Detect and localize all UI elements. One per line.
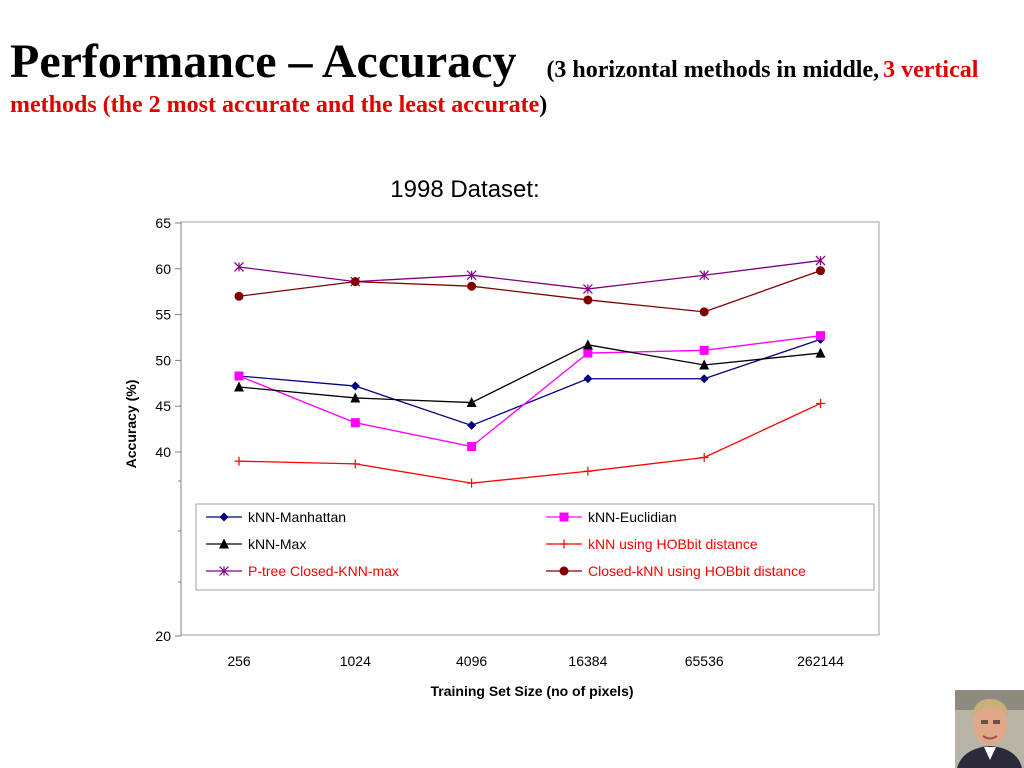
data-point: [234, 262, 244, 272]
data-point: [815, 255, 826, 266]
legend-item: kNN-Max: [206, 536, 306, 552]
legend-swatch-marker: [559, 566, 569, 576]
series-line: [238, 338, 821, 427]
portrait-photo-icon: [955, 690, 1024, 768]
x-tick-label: 65536: [685, 653, 724, 669]
data-point: [699, 345, 709, 355]
series-3: [234, 398, 825, 488]
slide-subtitle-part2: ): [539, 92, 548, 118]
axes: 20 40 45 50 55 60 65 256 1024 4096 16384 65536 26214…: [155, 215, 844, 669]
data-point: [699, 307, 709, 317]
y-tick-label: 45: [155, 398, 171, 414]
data-point: [699, 359, 710, 370]
series-lines: [234, 255, 826, 488]
legend-item: kNN using HOBbit distance: [546, 536, 758, 552]
legend-swatch-marker: [219, 538, 229, 549]
data-point: [234, 456, 244, 466]
data-point: [815, 347, 826, 358]
data-point: [816, 398, 825, 408]
x-axis-label: Training Set Size (no of pixels): [430, 683, 633, 699]
data-point: [350, 418, 360, 428]
series-line: [238, 402, 821, 484]
series-line: [238, 344, 821, 404]
data-point: [699, 270, 710, 281]
legend: kNN-Manhattan kNN-Euclidian kNN-Max kNN us…: [195, 503, 875, 591]
series-line: [238, 270, 821, 313]
slide-subtitle-red: 3 vertical methods (the 2 most accurate …: [10, 57, 979, 118]
data-point: [234, 371, 244, 381]
data-point: [467, 420, 477, 430]
data-point: [582, 284, 593, 294]
data-point: [816, 331, 825, 341]
legend-label: P-tree Closed-KNN-max: [248, 563, 399, 579]
data-point: [583, 348, 593, 358]
legend-item: kNN-Manhattan: [206, 509, 346, 525]
x-tick-label: 262144: [797, 653, 844, 669]
data-point: [583, 295, 593, 305]
legend-label: kNN using HOBbit distance: [588, 536, 758, 552]
data-point: [234, 381, 244, 392]
chart-title: 1998 Dataset:: [390, 176, 540, 203]
legend-swatch-marker: [559, 512, 569, 522]
series-0: [234, 334, 825, 430]
x-tick-label: 16384: [568, 653, 607, 669]
y-axis-label: Accuracy (%): [123, 380, 139, 469]
slide-title-main: Performance – Accuracy: [10, 35, 517, 88]
data-point: [583, 374, 593, 384]
series-line: [238, 335, 821, 448]
data-point: [467, 442, 477, 452]
legend-label: Closed-kNN using HOBbit distance: [588, 563, 806, 579]
legend-label: kNN-Max: [248, 536, 306, 552]
x-tick-label: 256: [227, 653, 251, 669]
legend-label: kNN-Manhattan: [248, 509, 346, 525]
data-point: [583, 466, 593, 476]
legend-item: Closed-kNN using HOBbit distance: [546, 563, 806, 579]
legend-label: kNN-Euclidian: [588, 509, 677, 525]
legend-box: [195, 503, 875, 591]
series-5: [234, 266, 825, 317]
legend-item: kNN-Euclidian: [546, 509, 677, 525]
portrait-photo: [955, 690, 1024, 768]
data-point: [467, 281, 477, 291]
data-point: [350, 392, 361, 403]
x-tick-label: 4096: [456, 653, 487, 669]
data-point: [466, 270, 477, 281]
data-point: [234, 291, 244, 301]
legend-item: P-tree Closed-KNN-max: [206, 563, 399, 579]
y-tick-label: 65: [155, 215, 171, 231]
data-point: [582, 339, 593, 350]
y-tick-label: 20: [155, 628, 171, 644]
data-point: [699, 452, 709, 462]
slide-subtitle-part1: (3 horizontal methods in middle,: [546, 57, 880, 83]
data-point: [350, 277, 360, 287]
data-point: [467, 478, 477, 488]
data-point: [466, 397, 477, 408]
y-tick-label: 50: [155, 352, 171, 368]
series-line: [238, 259, 821, 290]
data-point: [699, 374, 709, 384]
legend-swatch-marker: [559, 539, 569, 549]
series-1: [234, 331, 825, 452]
legend-swatch-marker: [219, 512, 229, 522]
y-tick-label: 60: [155, 261, 171, 277]
x-tick-label: 1024: [340, 653, 371, 669]
slide-title: Performance – Accuracy (3 horizontal meth…: [10, 34, 1010, 120]
data-point: [350, 459, 360, 469]
y-tick-label: 40: [155, 444, 171, 460]
y-tick-label: 55: [155, 307, 171, 323]
legend-swatch-marker: [219, 566, 229, 576]
data-point: [350, 381, 360, 391]
series-2: [234, 339, 826, 408]
data-point: [816, 266, 825, 276]
